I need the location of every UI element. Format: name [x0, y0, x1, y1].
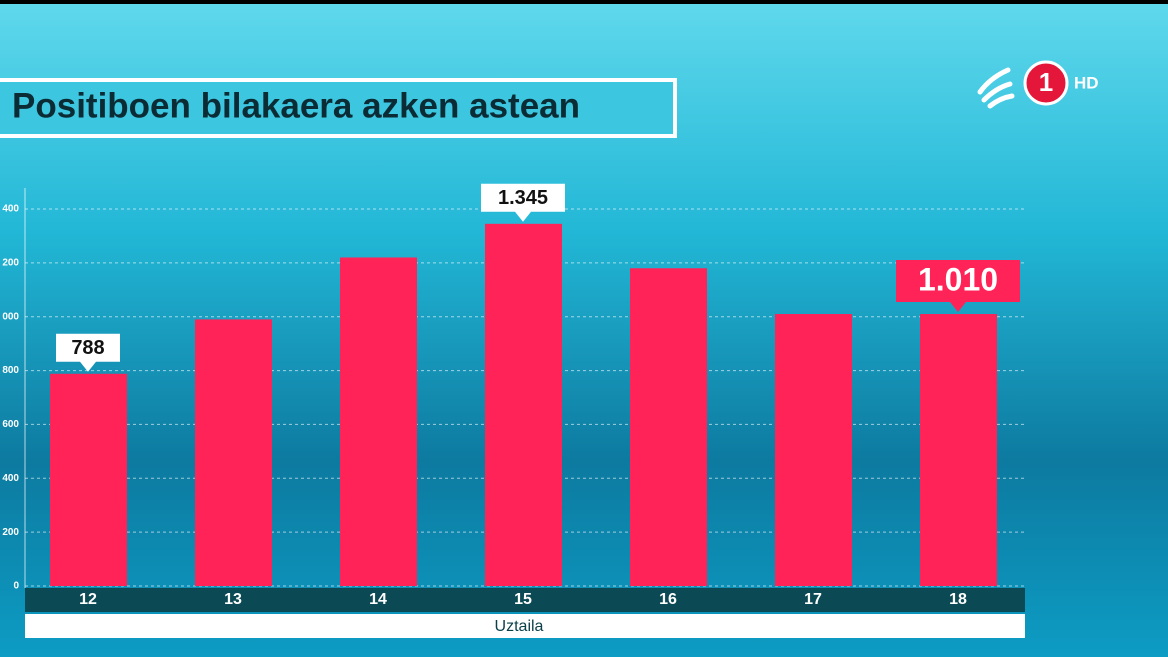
value-label: 788	[71, 337, 104, 359]
y-tick-label: 200	[2, 257, 19, 268]
x-tick-label: 13	[224, 591, 242, 608]
bar	[775, 314, 852, 586]
value-label: 1.345	[498, 187, 548, 209]
y-tick-label: 800	[2, 365, 19, 376]
bar	[50, 373, 127, 586]
value-label-box	[896, 260, 1020, 313]
bar	[630, 268, 707, 586]
y-tick-label: 600	[2, 419, 19, 430]
bar	[920, 314, 997, 586]
x-tick-label: 17	[804, 591, 822, 608]
logo-channel: 1	[1039, 67, 1053, 97]
x-tick-label: 16	[659, 591, 677, 608]
bar	[340, 257, 417, 586]
logo: 1 HD	[977, 60, 1099, 109]
value-label-box	[56, 333, 120, 372]
x-tick-label: 12	[79, 591, 97, 608]
xlabel-strip	[25, 614, 1025, 638]
value-label-box	[481, 183, 565, 222]
y-tick-label: 400	[2, 473, 19, 484]
chart-title: Positiboen bilakaera azken astean	[12, 86, 580, 125]
y-tick-label: 200	[2, 527, 19, 538]
bar	[485, 223, 562, 586]
logo-circle	[1023, 60, 1069, 106]
y-tick-label: 000	[2, 311, 19, 322]
bar	[195, 319, 272, 586]
y-tick-label: 400	[2, 204, 19, 215]
logo-badge: HD	[1074, 73, 1099, 92]
x-tick-label: 14	[369, 591, 387, 608]
logo-swoosh	[977, 67, 1015, 109]
title-box	[0, 78, 677, 138]
x-tick-label: 18	[949, 591, 967, 608]
category-strip	[25, 588, 1025, 612]
x-axis-label: Uztaila	[495, 618, 544, 635]
value-label: 1.010	[918, 261, 998, 297]
x-tick-label: 15	[514, 591, 532, 608]
y-tick-label: 0	[13, 581, 19, 592]
